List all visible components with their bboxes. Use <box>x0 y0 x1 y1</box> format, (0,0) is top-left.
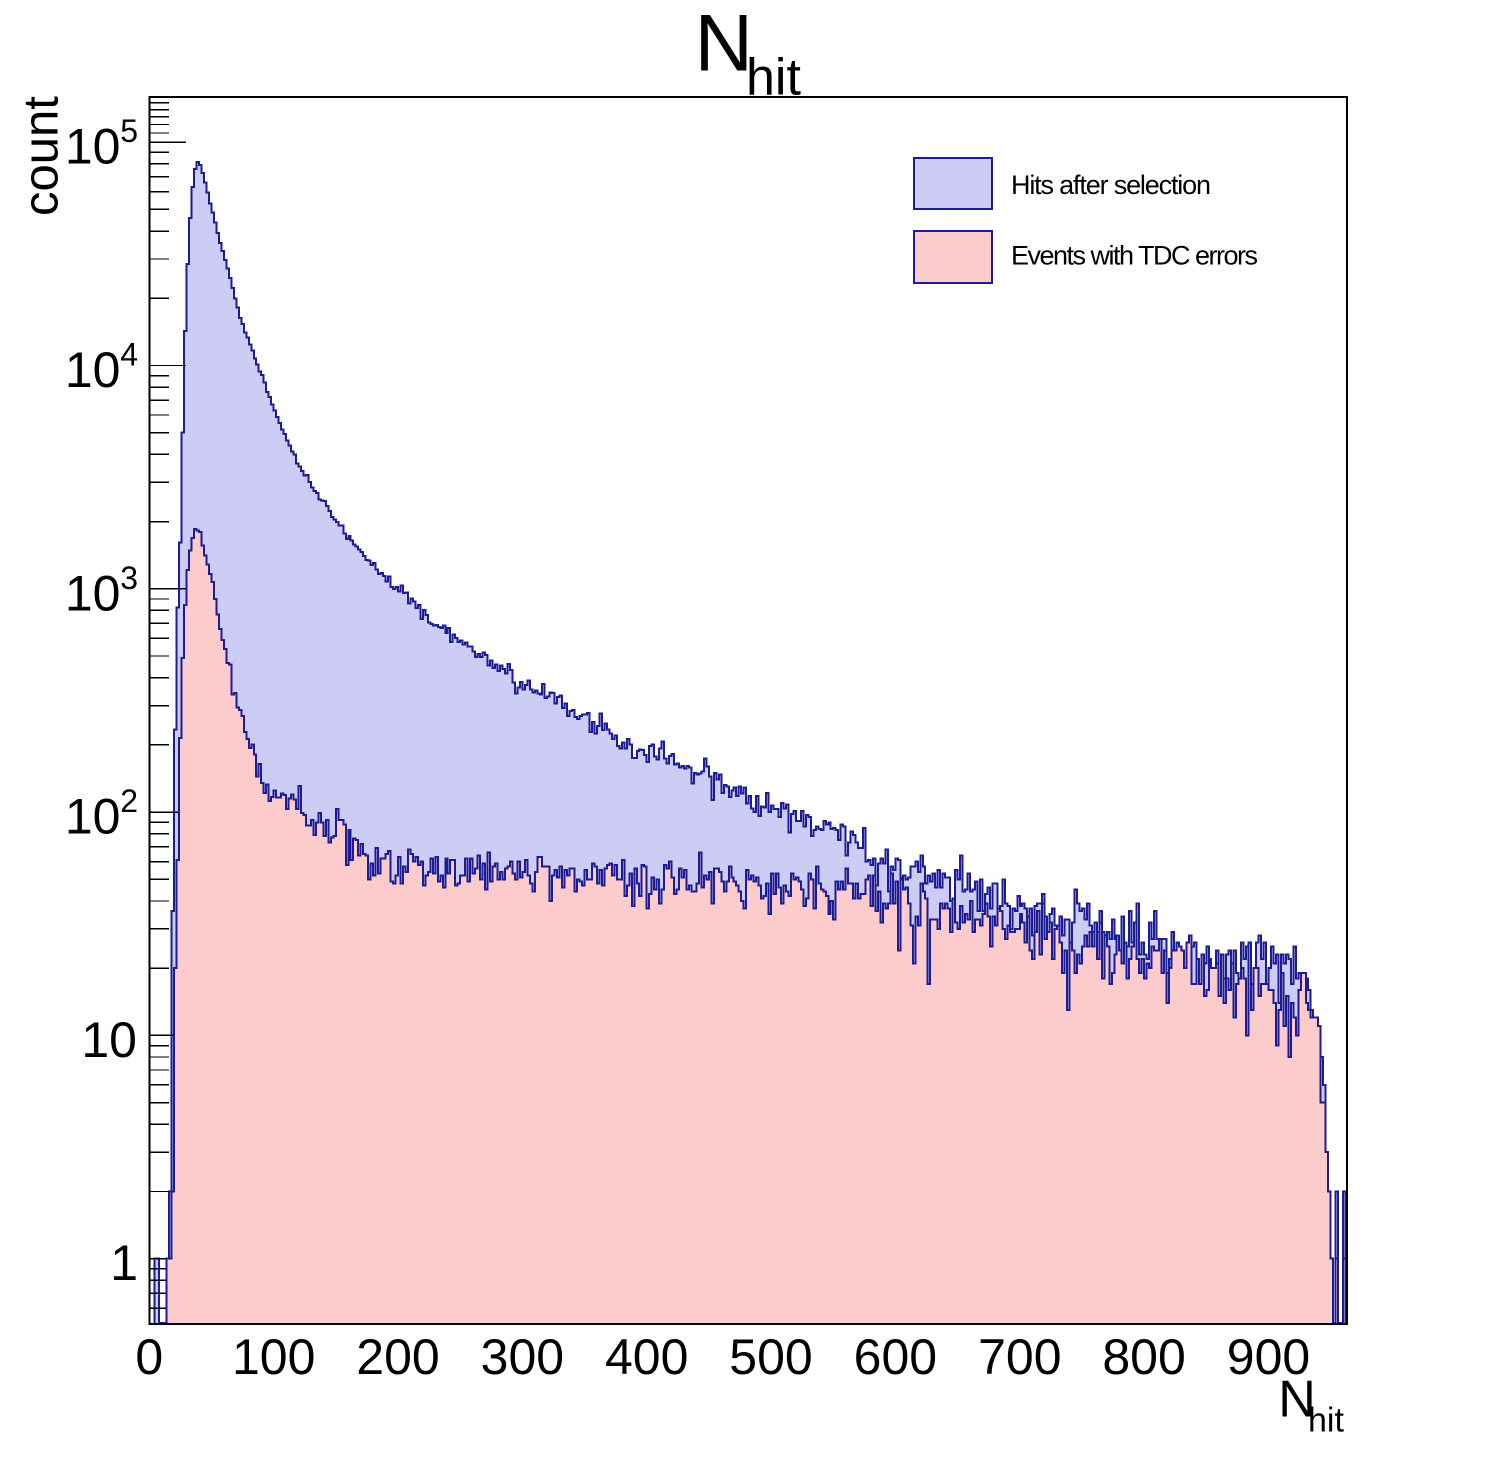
svg-text:1: 1 <box>110 1235 138 1291</box>
svg-text:3: 3 <box>120 560 138 596</box>
svg-text:300: 300 <box>481 1329 564 1385</box>
svg-text:hit: hit <box>1308 1401 1344 1439</box>
svg-text:10: 10 <box>65 565 121 621</box>
svg-text:900: 900 <box>1227 1329 1310 1385</box>
svg-text:500: 500 <box>729 1329 812 1385</box>
svg-text:0: 0 <box>135 1329 163 1385</box>
svg-text:2: 2 <box>120 783 138 819</box>
svg-text:10: 10 <box>65 119 121 175</box>
svg-text:hit: hit <box>746 49 801 107</box>
svg-text:4: 4 <box>120 337 138 373</box>
svg-text:700: 700 <box>978 1329 1061 1385</box>
svg-text:N: N <box>695 0 754 89</box>
svg-text:10: 10 <box>81 1012 137 1068</box>
svg-text:count: count <box>15 96 69 216</box>
svg-text:10: 10 <box>65 789 121 845</box>
svg-text:Hits after selection: Hits after selection <box>1011 170 1211 200</box>
svg-text:400: 400 <box>605 1329 688 1385</box>
svg-text:N: N <box>1278 1371 1316 1429</box>
svg-text:Events with TDC errors: Events with TDC errors <box>1011 240 1258 270</box>
svg-text:5: 5 <box>120 113 138 149</box>
svg-text:600: 600 <box>854 1329 937 1385</box>
svg-text:100: 100 <box>232 1329 315 1385</box>
svg-text:200: 200 <box>356 1329 439 1385</box>
svg-text:10: 10 <box>65 342 121 398</box>
svg-text:800: 800 <box>1102 1329 1185 1385</box>
